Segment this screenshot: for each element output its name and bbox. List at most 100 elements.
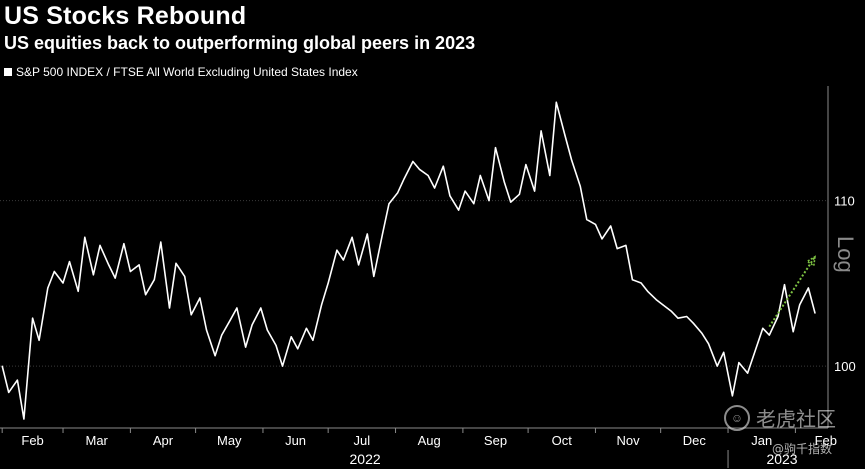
data-point [351,236,353,238]
data-point [312,339,314,341]
watermark-handle: @驹千指数 [772,442,833,456]
data-point [549,174,551,177]
data-point [601,238,603,240]
data-point [564,134,566,137]
data-point [458,209,460,211]
data-point [38,339,40,341]
x-tick-label-feb: Feb [21,433,43,448]
data-point [123,243,125,245]
data-point [397,192,399,194]
year-label-2023: 2023 [766,451,797,467]
legend-label: S&P 500 INDEX / FTSE All World Excluding… [16,65,358,79]
watermark: ☺ 老虎社区 [724,403,836,432]
y-axis: 100 110 Log [827,86,858,428]
data-point [190,314,192,316]
data-point [47,287,49,289]
data-point [229,319,231,321]
x-tick-label-sep: Sep [484,433,507,448]
data-point [175,262,177,264]
y-tick-label-110: 110 [834,194,855,209]
data-point [92,274,94,276]
data-point [442,165,444,167]
data-point [807,287,810,289]
data-point [221,334,223,336]
data-point [321,304,323,306]
x-tick-label-mar: Mar [86,433,109,448]
data-point [236,307,238,309]
x-tick-label-jul: Jul [354,433,371,448]
data-point [1,365,3,367]
data-point [473,203,475,205]
data-point [16,379,18,381]
data-point [571,159,573,161]
data-point [251,324,253,326]
data-point [723,351,725,353]
x-tick-label-feb: Feb [815,433,837,448]
data-point [358,264,360,266]
data-point [707,343,710,345]
legend: S&P 500 INDEX / FTSE All World Excluding… [4,65,358,79]
data-point [701,332,703,334]
data-point [610,225,612,227]
data-point [31,317,34,319]
data-point [814,312,816,314]
data-point [525,164,527,166]
series-line-0 [1,101,816,420]
data-point [427,174,429,177]
data-point [753,353,755,355]
data-point [412,160,414,163]
data-point [205,329,208,331]
data-point [418,168,420,170]
data-point [747,372,749,374]
data-point [640,282,642,284]
data-point [777,315,779,318]
x-tick-label-may: May [217,433,242,448]
data-point [84,236,86,238]
data-point [342,259,344,261]
data-point [449,195,451,197]
x-tick-label-nov: Nov [617,433,641,448]
data-point [68,261,71,263]
data-point [434,187,436,189]
data-point [616,248,618,250]
data-point [555,101,557,103]
data-point [281,365,284,367]
data-point [53,270,55,273]
data-point [403,178,405,180]
data-point [336,249,338,251]
data-point [290,336,292,338]
data-point [579,185,581,187]
data-point [631,279,634,281]
x-tick-label-apr: Apr [153,433,174,448]
data-point [168,307,171,309]
data-point [692,322,694,324]
data-point [199,297,201,299]
data-point [327,282,329,284]
data-point [23,418,25,420]
data-point [783,284,786,286]
series-layer [1,101,816,420]
gridlines [0,200,828,367]
data-point [677,317,679,319]
data-point [114,277,116,279]
data-point [138,264,140,266]
data-point [768,334,770,336]
data-point [534,190,536,192]
x-tick-label-dec: Dec [683,433,707,448]
data-point [381,233,384,235]
data-point [8,391,10,393]
x-axis: Feb Mar Apr May Jun Jul Aug Sep Oct Nov Dec Jan Feb 2… [0,427,837,468]
data-point [494,147,497,149]
data-point [762,327,764,329]
data-point [108,264,110,266]
trend-arrow-head [805,255,816,268]
x-tick-label-aug: Aug [418,433,441,448]
annotation-layer [768,255,816,328]
x-tick-label-oct: Oct [552,433,573,448]
data-point [738,362,740,364]
data-point [145,294,147,296]
data-point [647,290,649,292]
data-point [297,348,299,350]
year-label-2022: 2022 [350,451,381,467]
